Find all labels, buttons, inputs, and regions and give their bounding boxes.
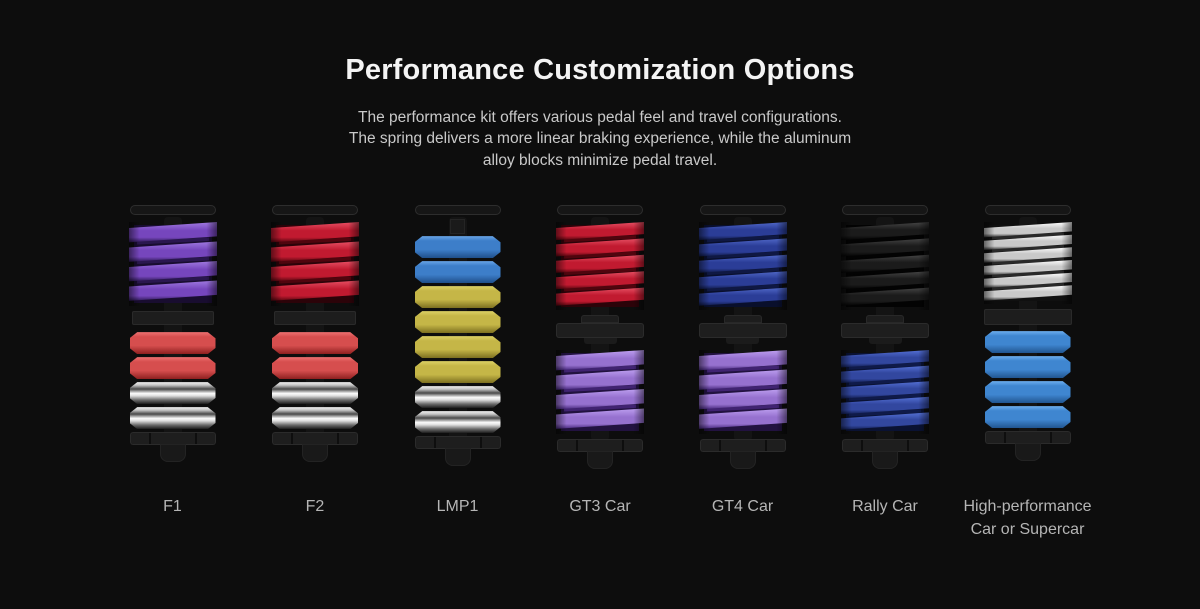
elastomer-hp_blue-disc [984, 356, 1071, 379]
bottom-plate [842, 439, 928, 453]
pedal-stem [302, 444, 328, 463]
coil-spring-red [556, 222, 644, 311]
bottom-plate [129, 432, 216, 446]
option-column-7: High-performance Car or Supercar [956, 205, 1099, 541]
top-plate [984, 205, 1071, 216]
option-label: F1 [163, 498, 182, 516]
option-column-4: GT3 Car [529, 205, 672, 541]
elastomer-red-disc [129, 332, 216, 355]
option-column-2: F2 [244, 205, 387, 541]
top-stem [450, 219, 465, 235]
options-row: F1 F2 LMP1 GT3 Car GT4 Car Rally Car High-perf… [0, 205, 1200, 541]
spacer-block [131, 311, 214, 326]
elastomer-hp_blue-disc [984, 381, 1071, 404]
elastomer-yellow-disc [414, 311, 501, 334]
option-label: GT4 Car [711, 498, 774, 516]
elastomer-red-disc [129, 357, 216, 380]
elastomer-red-disc [272, 332, 358, 355]
connector-tab-top [581, 315, 619, 324]
elastomer-silver-disc [414, 386, 501, 409]
pedal-assembly [414, 205, 501, 469]
pedal-stem [872, 451, 898, 470]
connector-tab-top [723, 315, 762, 324]
page-description: The performance kit offers various pedal… [348, 109, 852, 169]
connector-bar [698, 323, 787, 339]
elastomer-silver-disc [272, 407, 358, 430]
elastomer-yellow-disc [414, 286, 501, 309]
elastomer-blue-disc [414, 261, 501, 284]
elastomer-silver-disc [129, 382, 216, 405]
bottom-plate [272, 432, 358, 446]
spacer-block [274, 311, 356, 326]
top-plate [842, 205, 928, 216]
pedal-assembly [698, 205, 787, 470]
elastomer-hp_blue-disc [984, 331, 1071, 354]
connector-tab-top [866, 315, 904, 324]
option-label: High-performance Car or Supercar [963, 498, 1092, 539]
coil-spring-silver [983, 222, 1072, 305]
option-label: GT3 Car [569, 498, 631, 516]
top-plate [414, 205, 501, 216]
coil-spring-light_purple [556, 350, 644, 435]
page-title: Performance Customization Options [345, 54, 855, 86]
bottom-plate [984, 431, 1071, 445]
elastomer-yellow-disc [414, 336, 501, 359]
mid-connector-block [556, 315, 644, 345]
spacer-block-wide [983, 309, 1072, 326]
bottom-plate [557, 439, 643, 453]
coil-spring-blue_coil [841, 350, 929, 435]
bottom-plate [414, 436, 501, 450]
bottom-plate [699, 439, 786, 453]
pedal-stem [444, 448, 471, 467]
top-plate [557, 205, 643, 216]
option-column-1: F1 [101, 205, 244, 541]
elastomer-silver-disc [129, 407, 216, 430]
elastomer-silver-disc [272, 382, 358, 405]
mid-connector-block [841, 315, 929, 345]
pedal-stem [729, 451, 756, 470]
option-column-6: Rally Car [814, 205, 957, 541]
pedal-stem [159, 444, 186, 463]
elastomer-silver-disc [414, 411, 501, 434]
coil-spring-navy [698, 222, 787, 311]
pedal-assembly [841, 205, 929, 470]
pedal-stem [1014, 443, 1041, 462]
top-plate [272, 205, 358, 216]
connector-tab-bottom [726, 338, 759, 345]
coil-spring-black [841, 222, 929, 311]
option-label: F2 [305, 498, 325, 516]
elastomer-red-disc [272, 357, 358, 380]
option-label: LMP1 [436, 498, 479, 516]
coil-spring-red [271, 222, 359, 307]
connector-bar [556, 323, 644, 339]
elastomer-hp_blue-disc [984, 406, 1071, 429]
connector-tab-bottom [583, 338, 617, 345]
mid-connector-block [698, 315, 787, 345]
top-plate [129, 205, 216, 216]
option-column-3: LMP1 [386, 205, 529, 541]
pedal-assembly [271, 205, 359, 469]
elastomer-blue-disc [414, 236, 501, 259]
option-column-5: GT4 Car [671, 205, 814, 541]
connector-tab-bottom [868, 338, 902, 345]
coil-spring-purple [128, 222, 217, 307]
connector-bar [841, 323, 929, 339]
elastomer-yellow-disc [414, 361, 501, 384]
pedal-assembly [128, 205, 217, 469]
coil-spring-light_purple [698, 350, 787, 435]
option-label: Rally Car [852, 498, 918, 516]
pedal-stem [587, 451, 613, 470]
top-plate [699, 205, 786, 216]
pedal-assembly [983, 205, 1072, 469]
pedal-assembly [556, 205, 644, 470]
